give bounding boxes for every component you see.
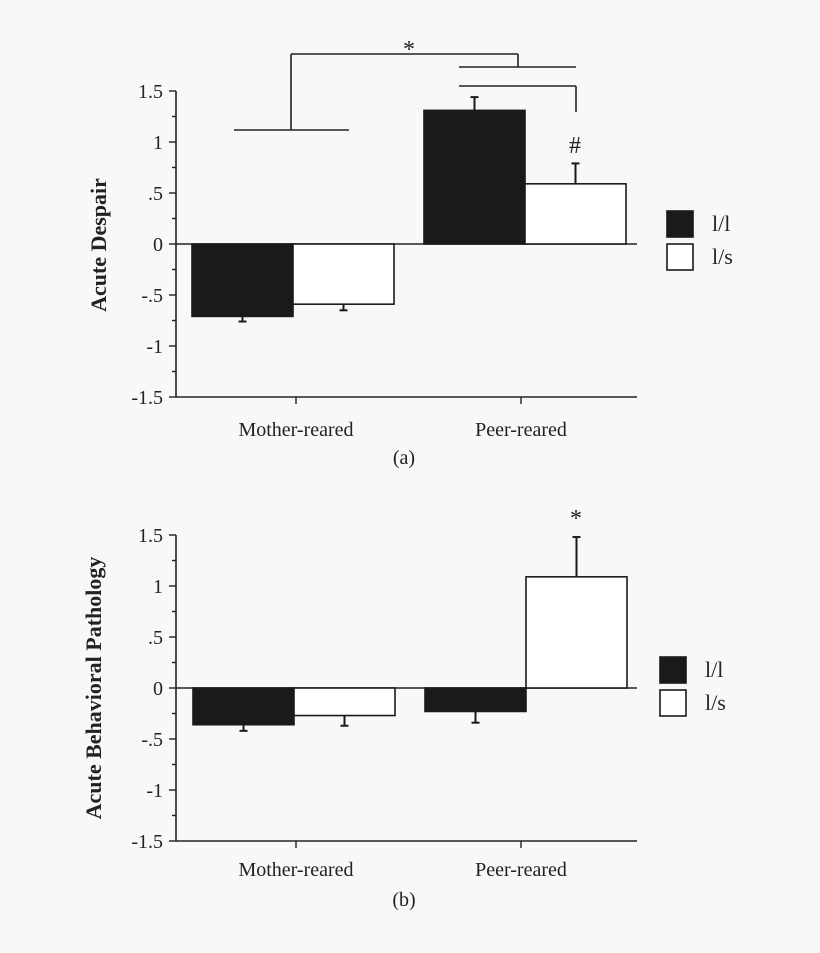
y-tick-label: .5 [148,183,163,205]
y-tick-label: -1 [146,780,163,802]
bar-ll-peer-reared [423,109,526,245]
panel-label-a: (a) [393,447,415,469]
ylabel-b: Acute Behavioral Pathology [81,557,106,820]
bar-ls-mother-reared [292,243,395,305]
x-tick-label: Mother-reared [238,419,353,441]
legend-label-ll: l/l [712,211,730,236]
legend-swatch-ll [659,656,687,684]
x-tick-label: Mother-reared [238,859,353,881]
bar-ll-mother-reared [191,243,294,318]
chart-panel-a: Acute Despair (a) * # 1.51.50-.5-1-1.5Mo… [86,37,733,469]
y-tick-label: -1 [146,336,163,358]
y-tick-label: -.5 [141,729,163,751]
legend-label-ls: l/s [712,244,733,269]
chart-panel-b: Acute Behavioral Pathology (b) * 1.51.50… [81,506,726,911]
y-tick-label: 0 [153,678,163,700]
x-tick-label: Peer-reared [475,859,567,881]
y-tick-label: 1 [153,576,163,598]
bar-ls-peer-reared [524,183,627,245]
y-tick-label: .5 [148,627,163,649]
bar-ls-mother-reared [293,687,396,717]
legend-swatch-ll [666,210,694,238]
legend-swatch-ls [659,689,687,717]
y-tick-label: -1.5 [131,387,163,409]
ylabel-a: Acute Despair [86,178,111,312]
y-tick-label: 1.5 [138,525,163,547]
annotation-hash-a: # [569,133,581,159]
annotation-star-a: * [403,37,415,63]
panel-label-b: (b) [392,889,415,911]
bar-ll-mother-reared [192,687,295,726]
annotation-star-b: * [570,506,582,532]
y-tick-label: 1.5 [138,81,163,103]
bar-ll-peer-reared [424,687,527,713]
significance-brackets-a [234,53,577,131]
y-tick-label: 0 [153,234,163,256]
y-tick-label: -.5 [141,285,163,307]
legend-label-ls: l/s [705,690,726,715]
y-tick-label: -1.5 [131,831,163,853]
legend-label-ll: l/l [705,657,723,682]
bar-ls-peer-reared [525,576,628,689]
x-tick-label: Peer-reared [475,419,567,441]
y-tick-label: 1 [153,132,163,154]
legend-swatch-ls [666,243,694,271]
